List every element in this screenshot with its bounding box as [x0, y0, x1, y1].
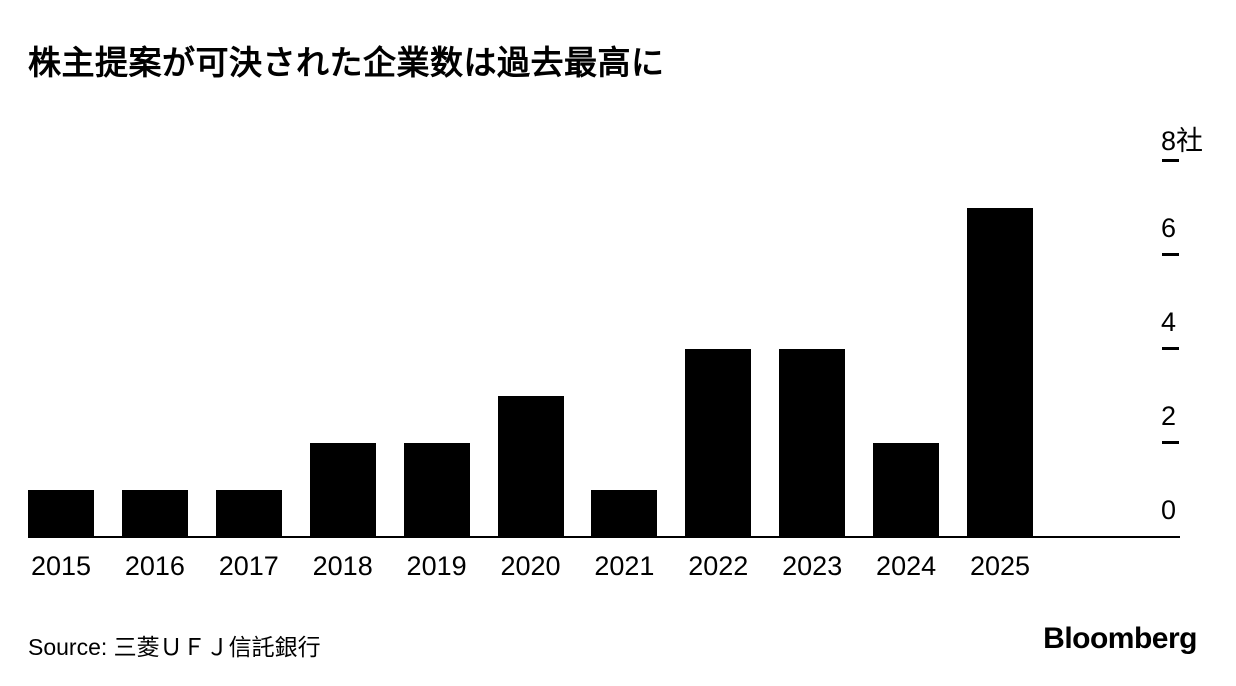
bar-2022 — [685, 349, 752, 537]
y-axis-tick-8 — [1162, 159, 1179, 162]
x-tick-label-2018: 2018 — [312, 551, 373, 581]
y-tick-label-4: 4 — [1161, 307, 1177, 337]
y-tick-label-2: 2 — [1161, 401, 1177, 431]
bar-2017 — [215, 490, 282, 537]
x-tick-label-2022: 2022 — [688, 551, 749, 581]
bar-2021 — [591, 490, 658, 537]
bar-2020 — [497, 396, 564, 537]
bar-2015 — [28, 490, 94, 537]
y-axis-tick-6 — [1162, 253, 1179, 256]
y-axis-tick-4 — [1162, 347, 1179, 350]
bar-2016 — [121, 490, 188, 537]
x-axis-line — [28, 536, 1180, 538]
bar-2025 — [967, 208, 1033, 537]
bar-2023 — [779, 349, 846, 537]
y-tick-label-0: 0 — [1161, 495, 1177, 525]
y-axis-tick-2 — [1162, 441, 1179, 444]
bar-2018 — [309, 443, 376, 537]
source-label: Source: 三菱ＵＦＪ信託銀行 — [28, 634, 321, 660]
x-tick-label-2017: 2017 — [218, 551, 279, 581]
bar-2019 — [403, 443, 470, 537]
x-tick-label-2021: 2021 — [594, 551, 655, 581]
y-tick-label-8: 8社 — [1161, 126, 1204, 156]
x-tick-label-2025: 2025 — [969, 551, 1031, 581]
x-tick-label-2023: 2023 — [782, 551, 843, 581]
x-tick-label-2024: 2024 — [876, 551, 937, 581]
x-tick-label-2020: 2020 — [500, 551, 561, 581]
bloomberg-logo: Bloomberg — [1043, 622, 1197, 655]
x-tick-label-2016: 2016 — [124, 551, 185, 581]
x-tick-label-2019: 2019 — [406, 551, 467, 581]
chart-title: 株主提案が可決された企業数は過去最高に — [28, 44, 665, 81]
x-tick-label-2015: 2015 — [30, 551, 92, 581]
bar-2024 — [873, 443, 940, 537]
y-tick-label-6: 6 — [1161, 213, 1177, 243]
